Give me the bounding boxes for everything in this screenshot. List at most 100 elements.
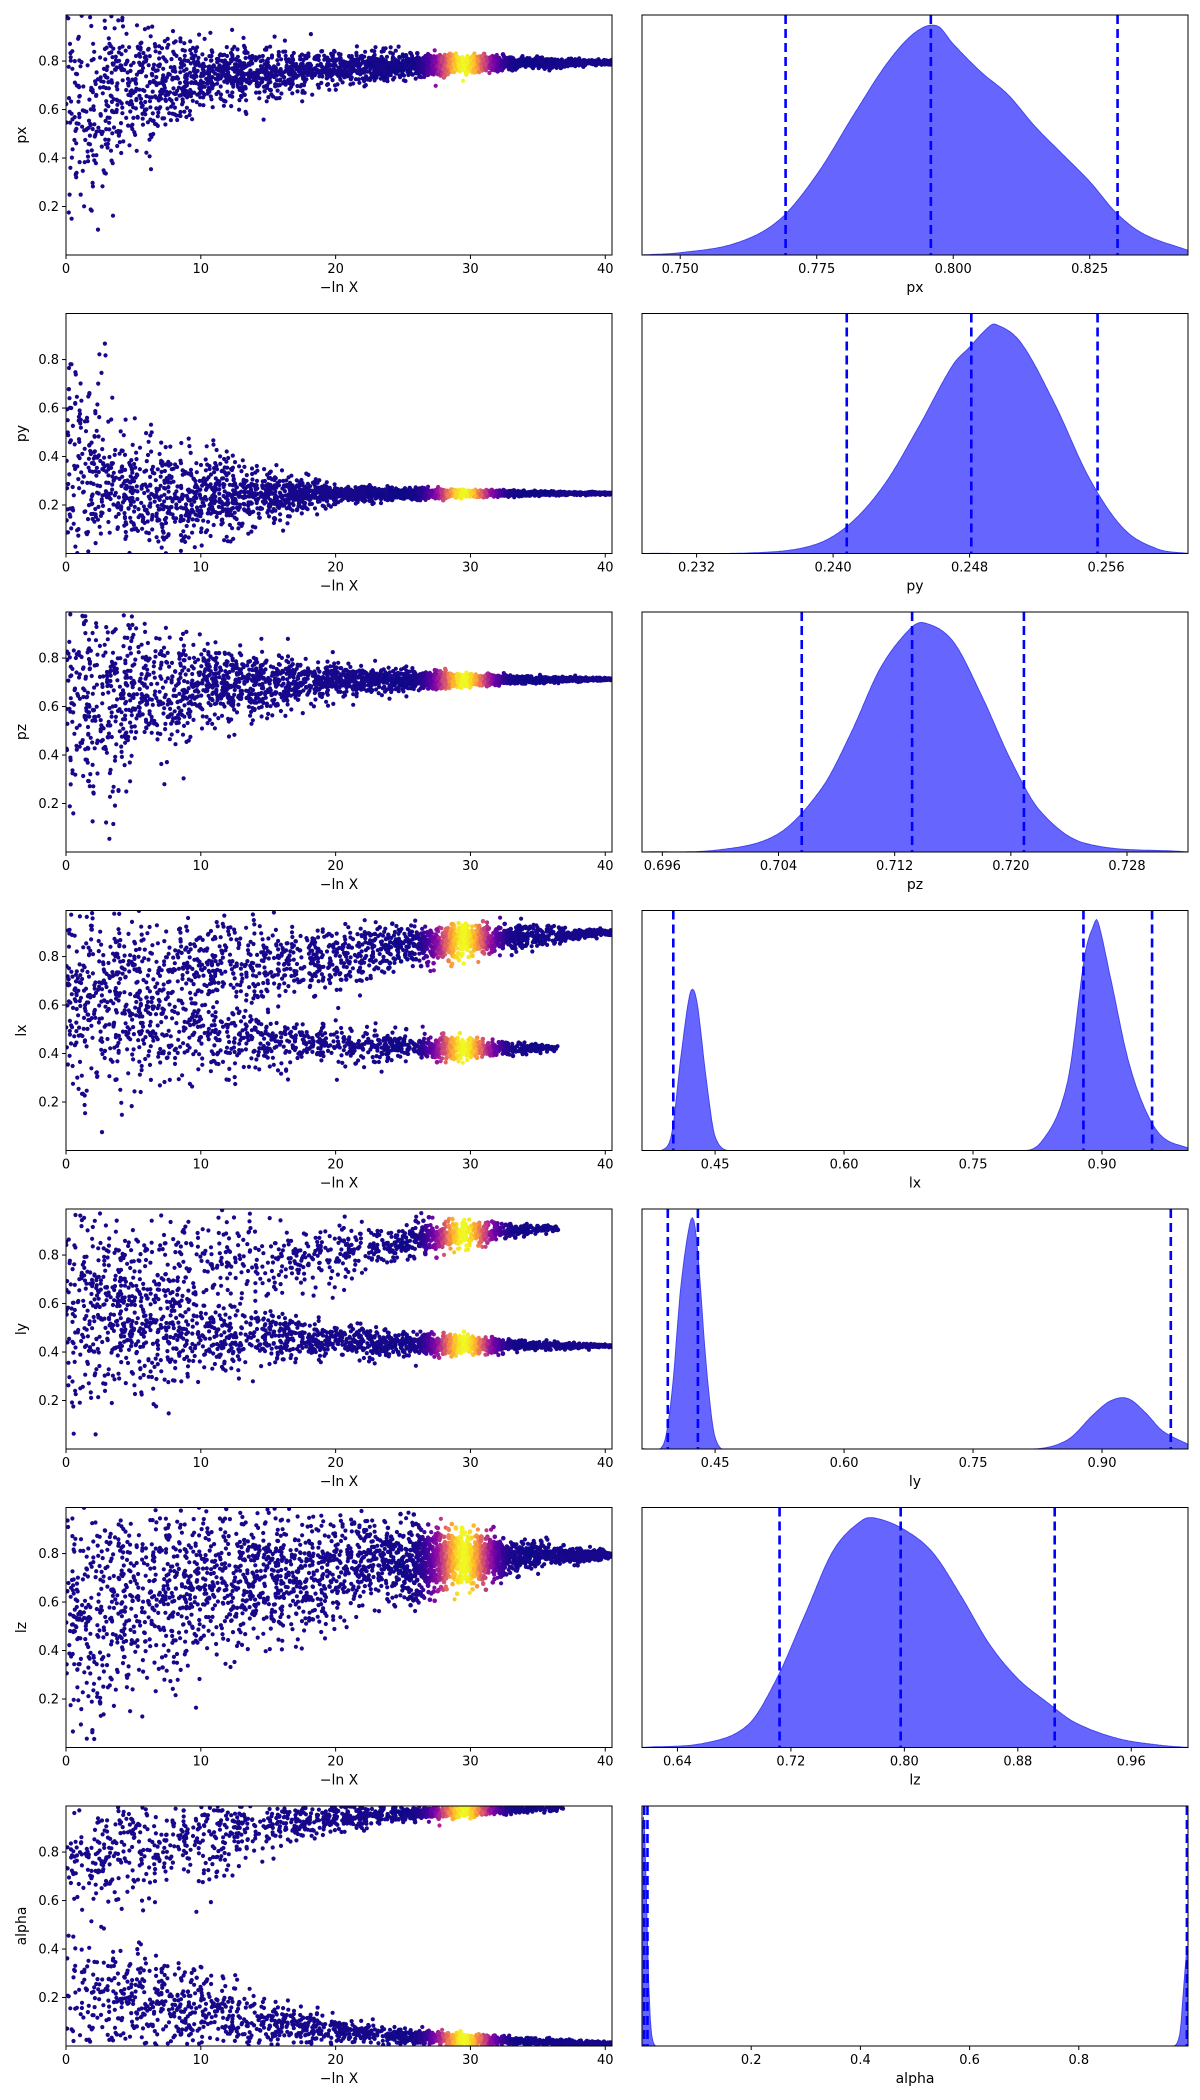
scatter-point [294, 62, 299, 67]
scatter-point [172, 105, 177, 110]
scatter-point [264, 99, 269, 104]
scatter-point [97, 524, 102, 529]
scatter-point [110, 131, 115, 136]
scatter-point [257, 70, 262, 75]
scatter-point [70, 147, 75, 152]
scatter-point [417, 74, 422, 79]
scatter-point [273, 82, 278, 87]
y-axis-label: px [14, 126, 30, 143]
scatter-point [76, 437, 82, 442]
scatter-point [88, 15, 93, 20]
scatter-point [603, 62, 608, 67]
scatter-point [143, 99, 148, 105]
scatter-point [148, 167, 154, 172]
scatter-point [286, 68, 291, 73]
scatter-point [279, 57, 284, 62]
scatter-point [315, 512, 320, 517]
scatter-point [90, 184, 95, 189]
x-tick-label: 0.775 [798, 262, 835, 277]
scatter-point [190, 98, 195, 103]
scatter-point [457, 63, 462, 68]
scatter-point [279, 468, 285, 473]
scatter-point [580, 60, 585, 65]
scatter-point [431, 54, 437, 59]
scatter-point [161, 530, 166, 535]
scatter-point [162, 39, 167, 44]
scatter-point [114, 84, 119, 89]
scatter-point [182, 58, 187, 63]
scatter-point [153, 49, 158, 54]
scatter-point [85, 154, 91, 159]
scatter-point [275, 495, 280, 500]
scatter-point [481, 57, 486, 63]
scatter-point [146, 439, 151, 444]
y-tick-label: 0.2 [38, 200, 59, 215]
scatter-point [299, 511, 304, 516]
scatter-point [142, 55, 147, 60]
scatter-point [169, 104, 174, 109]
scatter-point [356, 60, 361, 65]
scatter-point [83, 509, 88, 514]
scatter-point [131, 115, 136, 120]
scatter-point [160, 116, 165, 121]
scatter-point [175, 75, 180, 80]
scatter-point [361, 67, 366, 72]
scatter-point [109, 462, 114, 467]
scatter-point [278, 512, 283, 517]
scatter-point [148, 422, 154, 427]
scatter-point [89, 88, 94, 93]
scatter-point [113, 54, 118, 59]
scatter-point [133, 53, 139, 59]
scatter-point [250, 477, 255, 482]
scatter-point [76, 527, 81, 532]
scatter-point [415, 70, 421, 76]
scatter-point [465, 60, 470, 65]
scatter-point [199, 526, 204, 531]
scatter-point [427, 53, 433, 59]
scatter-point [98, 55, 103, 60]
scatter-point [374, 56, 379, 62]
scatter-point [177, 80, 182, 85]
scatter-point [441, 66, 447, 72]
scatter-point [238, 64, 243, 69]
scatter-point [288, 65, 293, 70]
scatter-point [70, 484, 75, 490]
scatter-point [68, 55, 73, 60]
scatter-point [320, 49, 325, 54]
scatter-point [112, 26, 117, 31]
scatter-point [265, 83, 270, 88]
scatter-point [67, 192, 72, 197]
scatter-point [483, 67, 489, 73]
scatter-point [395, 68, 401, 74]
scatter-point [182, 471, 188, 476]
scatter-point [156, 63, 161, 68]
scatter-point [452, 63, 457, 68]
scatter-point [266, 56, 271, 62]
scatter-point [304, 63, 310, 68]
scatter-point [108, 93, 113, 98]
scatter-point [285, 79, 290, 84]
scatter-point [536, 63, 542, 69]
scatter-point [520, 57, 526, 63]
scatter-point [172, 65, 177, 70]
scatter-point [394, 59, 399, 64]
scatter-point [487, 56, 493, 61]
scatter-point [89, 148, 94, 153]
scatter-point [103, 137, 108, 142]
scatter-point [178, 36, 183, 41]
scatter-point [95, 227, 101, 232]
scatter-point [227, 482, 232, 487]
scatter-point [168, 118, 173, 123]
axes-frame [65, 14, 613, 256]
scatter-point [390, 51, 395, 56]
scatter-point [269, 92, 274, 97]
scatter-point [242, 92, 247, 97]
scatter-point [166, 92, 171, 97]
scatter-point [184, 74, 189, 79]
scatter-point [150, 24, 155, 29]
scatter-point [366, 61, 371, 67]
scatter-point [100, 447, 105, 452]
scatter-point [332, 48, 337, 54]
scatter-point [289, 473, 294, 478]
scatter-point [85, 480, 90, 485]
